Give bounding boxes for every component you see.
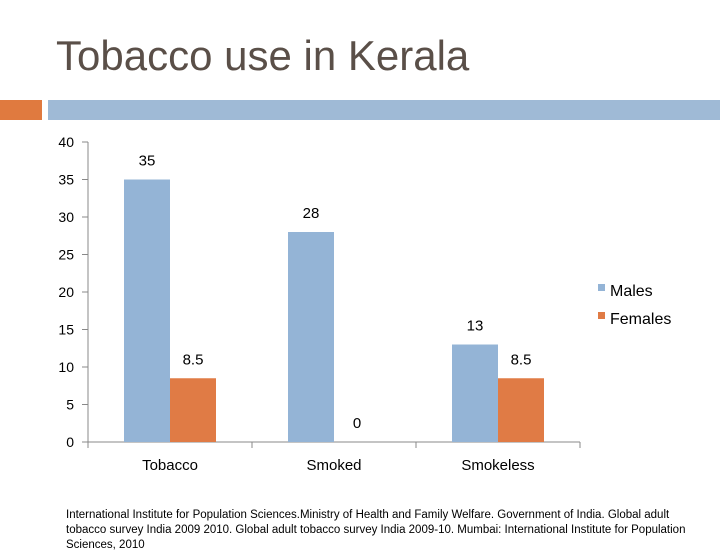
data-label: 35 (139, 153, 156, 170)
bar-females-smokeless (498, 378, 544, 442)
bar-males-smokeless (452, 344, 498, 442)
source-citation: International Institute for Population S… (66, 509, 686, 551)
legend-swatch-males (598, 284, 605, 291)
y-tick-label: 35 (58, 172, 74, 188)
bar-males-tobacco (124, 179, 170, 442)
data-label: 13 (467, 318, 484, 335)
legend-swatch-females (598, 312, 605, 319)
data-label: 8.5 (511, 351, 532, 368)
legend-label-males: Males (610, 283, 653, 300)
category-label: Smokeless (461, 457, 534, 474)
bar-males-smoked (288, 232, 334, 442)
y-tick-label: 0 (66, 434, 74, 450)
y-tick-label: 30 (58, 209, 74, 225)
data-label: 8.5 (183, 351, 204, 368)
y-tick-label: 40 (58, 134, 74, 150)
bar-females-tobacco (170, 378, 216, 442)
y-tick-label: 25 (58, 247, 74, 263)
y-tick-label: 5 (66, 397, 74, 413)
y-tick-label: 20 (58, 284, 74, 300)
data-label: 0 (353, 415, 361, 432)
legend-label-females: Females (610, 311, 671, 328)
category-label: Smoked (306, 457, 361, 474)
y-tick-label: 10 (58, 359, 74, 375)
category-label: Tobacco (142, 457, 198, 474)
title-accent-bar-right (48, 100, 720, 120)
slide-title: Tobacco use in Kerala (56, 32, 470, 79)
bar-chart: 0 5 10 15 20 25 30 35 40 35 8.5 Tobacco 28 0 Smoked 13 8… (58, 134, 671, 474)
title-accent-bar-left (0, 100, 42, 120)
data-label: 28 (303, 205, 320, 222)
y-tick-label: 15 (58, 322, 74, 338)
